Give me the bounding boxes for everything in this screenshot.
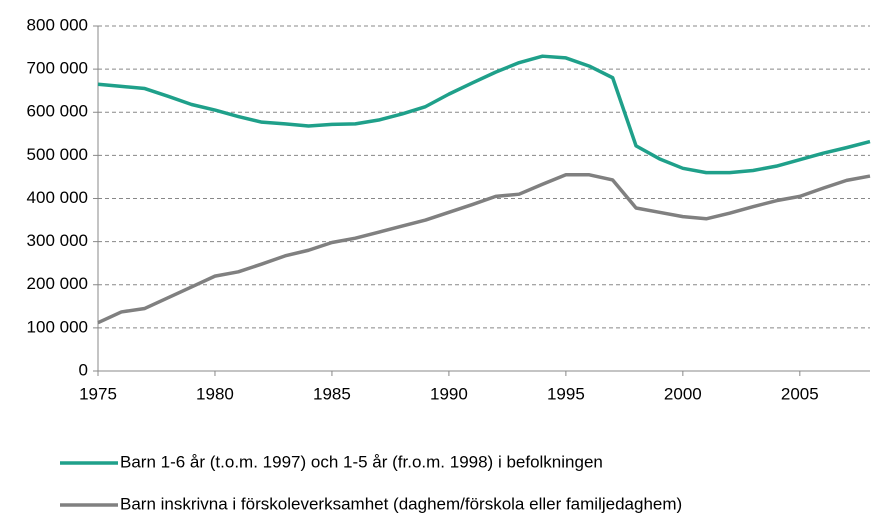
y-tick-label: 200 000 <box>27 274 88 293</box>
series-line <box>97 173 871 325</box>
y-tick-label: 400 000 <box>27 188 88 207</box>
y-tick-label: 500 000 <box>27 145 88 164</box>
x-tick-label: 1975 <box>79 384 117 403</box>
y-tick-label: 700 000 <box>27 59 88 78</box>
y-tick-label: 0 <box>79 360 88 379</box>
x-tick-label: 1985 <box>313 384 351 403</box>
legend-label: Barn inskrivna i förskoleverksamhet (dag… <box>120 494 682 513</box>
series-line <box>97 54 871 175</box>
legend-label: Barn 1-6 år (t.o.m. 1997) och 1-5 år (fr… <box>120 452 603 471</box>
x-tick-label: 1995 <box>547 384 585 403</box>
x-tick-label: 2005 <box>781 384 819 403</box>
x-tick-label: 1990 <box>430 384 468 403</box>
x-tick-label: 1980 <box>196 384 234 403</box>
y-tick-label: 800 000 <box>27 15 88 34</box>
x-tick-label: 2000 <box>664 384 702 403</box>
y-tick-label: 600 000 <box>27 102 88 121</box>
y-tick-label: 100 000 <box>27 317 88 336</box>
y-tick-label: 300 000 <box>27 231 88 250</box>
